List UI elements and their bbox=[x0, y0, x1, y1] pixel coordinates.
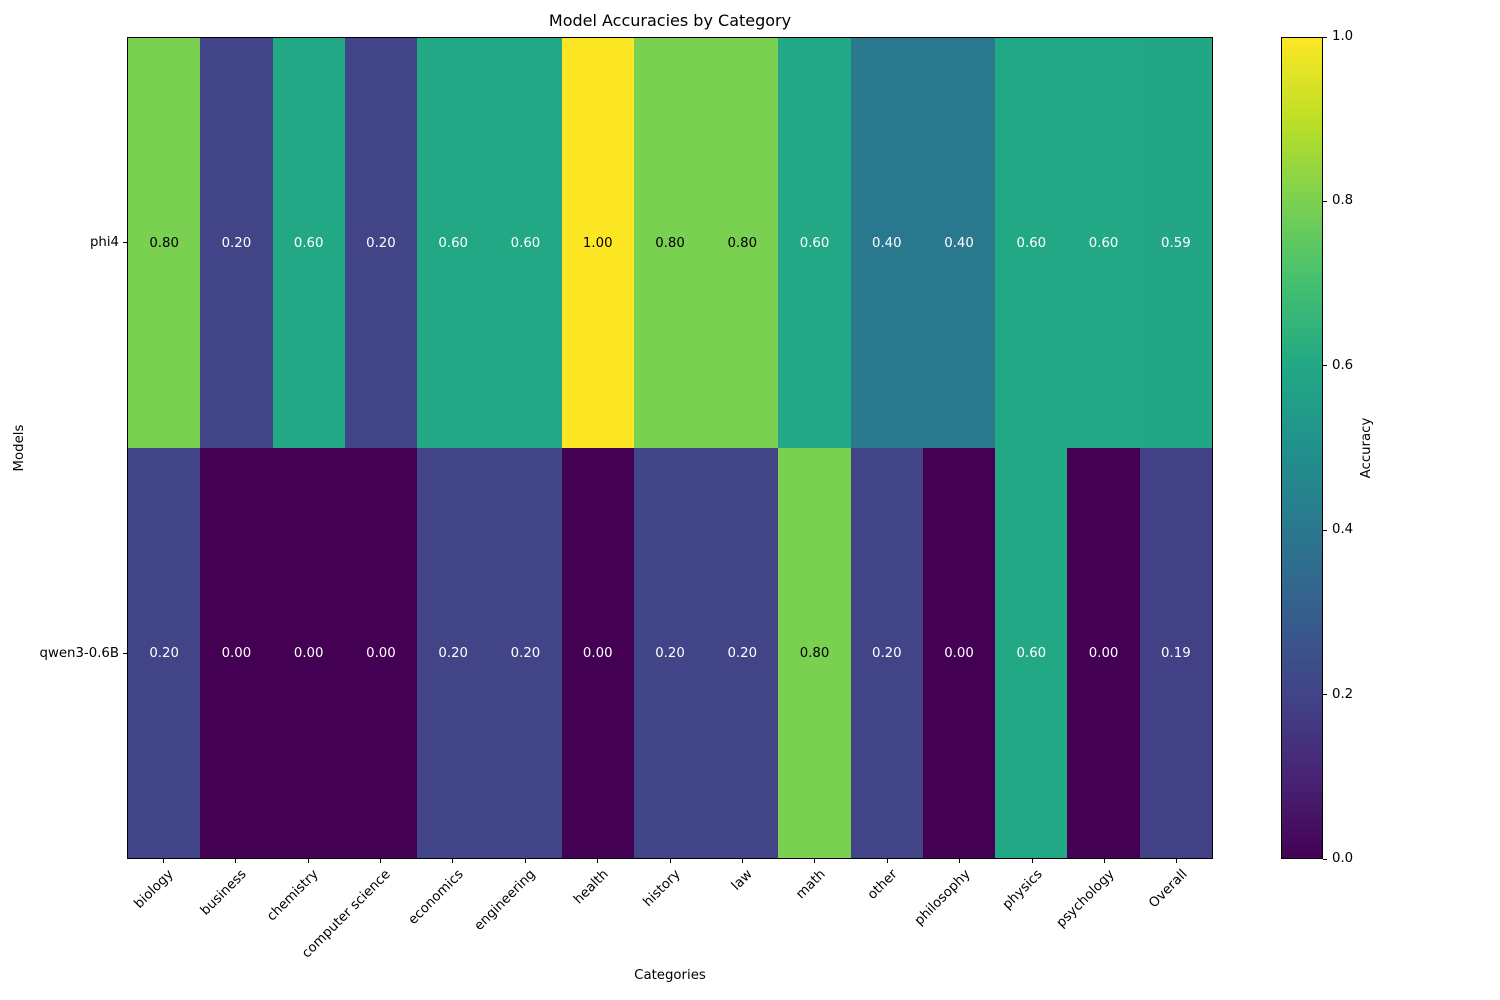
y-tick-label: qwen3-0.6B bbox=[39, 645, 119, 661]
heatmap-cell: 0.20 bbox=[850, 448, 923, 858]
heatmap-cell: 0.40 bbox=[850, 38, 923, 448]
cell-value: 0.20 bbox=[871, 645, 902, 661]
cell-value: 0.00 bbox=[366, 645, 396, 661]
cell-value: 0.59 bbox=[1161, 235, 1191, 251]
heatmap-cell: 0.59 bbox=[1139, 38, 1212, 448]
cell-value: 0.00 bbox=[944, 645, 974, 661]
heatmap-cell: 0.60 bbox=[995, 38, 1068, 448]
cell-value: 0.20 bbox=[149, 645, 179, 661]
cell-value: 0.20 bbox=[438, 645, 468, 661]
x-tick bbox=[162, 859, 164, 863]
heatmap-cell: 0.80 bbox=[128, 38, 201, 448]
y-tick bbox=[123, 653, 127, 654]
colorbar-tick bbox=[1323, 365, 1327, 367]
x-tick bbox=[307, 859, 309, 863]
colorbar-label: Accuracy bbox=[1359, 417, 1374, 479]
x-tick bbox=[235, 859, 237, 863]
cell-value: 0.20 bbox=[655, 645, 685, 661]
x-tick bbox=[1103, 859, 1105, 863]
cell-value: 0.20 bbox=[510, 645, 541, 661]
x-tick bbox=[1031, 859, 1033, 863]
heatmap-cell: 0.20 bbox=[344, 38, 418, 448]
chart-title: Model Accuracies by Category bbox=[548, 11, 792, 30]
colorbar-tick bbox=[1323, 36, 1327, 38]
cell-value: 0.60 bbox=[438, 235, 468, 251]
x-tick bbox=[452, 859, 454, 863]
heatmap-cell: 1.00 bbox=[561, 38, 634, 448]
colorbar-tick-label: 0.2 bbox=[1332, 686, 1354, 702]
heatmap-plot-area: 0.80 0.20 0.60 0.20 0.60 0.60 1.00 0.80 0.80 0.60… bbox=[127, 37, 1213, 859]
colorbar-tick bbox=[1323, 200, 1327, 202]
colorbar-tick-label: 0.0 bbox=[1332, 851, 1354, 866]
heatmap-cell: 0.60 bbox=[417, 38, 490, 448]
x-tick bbox=[1176, 859, 1178, 863]
cell-value: 0.00 bbox=[582, 645, 613, 661]
heatmap-cell: 0.00 bbox=[272, 448, 345, 858]
cell-value: 1.00 bbox=[582, 235, 613, 251]
colorbar-tick bbox=[1323, 529, 1327, 531]
x-tick bbox=[669, 859, 671, 863]
x-axis-label: Categories bbox=[634, 968, 706, 983]
heatmap-cell: 0.00 bbox=[922, 448, 996, 858]
heatmap-cell: 0.40 bbox=[922, 38, 996, 448]
heatmap-cell: 0.20 bbox=[417, 448, 490, 858]
cell-value: 0.60 bbox=[510, 235, 541, 251]
heatmap-cell: 0.00 bbox=[1067, 448, 1140, 858]
colorbar bbox=[1281, 37, 1323, 859]
heatmap-cell: 0.19 bbox=[1139, 448, 1212, 858]
colorbar-tick bbox=[1323, 858, 1327, 860]
heatmap-cell: 0.80 bbox=[778, 448, 851, 858]
heatmap-cell: 0.00 bbox=[344, 448, 418, 858]
cell-value: 0.80 bbox=[727, 235, 758, 251]
cell-value: 0.60 bbox=[1088, 235, 1119, 251]
x-tick bbox=[814, 859, 816, 863]
cell-value: 0.40 bbox=[944, 235, 974, 251]
cell-value: 0.20 bbox=[366, 235, 396, 251]
y-tick bbox=[123, 242, 127, 243]
cell-value: 0.60 bbox=[1016, 645, 1047, 661]
cell-value: 0.00 bbox=[221, 645, 252, 661]
heatmap-cell: 0.60 bbox=[995, 448, 1068, 858]
y-axis-label: Models bbox=[12, 424, 27, 472]
x-tick bbox=[379, 859, 381, 863]
heatmap-cell: 0.20 bbox=[706, 448, 779, 858]
heatmap-cell: 0.60 bbox=[489, 38, 562, 448]
colorbar-tick bbox=[1323, 694, 1327, 696]
x-tick bbox=[524, 859, 526, 863]
cell-value: 0.19 bbox=[1161, 645, 1191, 661]
colorbar-tick-label: 1.0 bbox=[1332, 29, 1354, 44]
cell-value: 0.60 bbox=[799, 235, 830, 251]
cell-value: 0.60 bbox=[1016, 235, 1047, 251]
heatmap-cell: 0.60 bbox=[778, 38, 851, 448]
heatmap-cell: 0.20 bbox=[489, 448, 562, 858]
cell-value: 0.80 bbox=[149, 235, 179, 251]
cell-value: 0.00 bbox=[1088, 645, 1119, 661]
cell-value: 0.80 bbox=[799, 645, 830, 661]
colorbar-tick-label: 0.4 bbox=[1332, 522, 1354, 538]
x-tick bbox=[886, 859, 888, 863]
colorbar-tick-label: 0.8 bbox=[1332, 193, 1354, 209]
heatmap-cell: 0.00 bbox=[200, 448, 273, 858]
cell-value: 0.60 bbox=[293, 235, 324, 251]
heatmap-cell: 0.60 bbox=[272, 38, 345, 448]
x-tick bbox=[597, 859, 599, 863]
heatmap-cell: 0.20 bbox=[200, 38, 273, 448]
x-tick bbox=[959, 859, 961, 863]
heatmap-cell: 0.80 bbox=[706, 38, 779, 448]
colorbar-tick-label: 0.6 bbox=[1332, 357, 1354, 373]
cell-value: 0.20 bbox=[727, 645, 758, 661]
heatmap-cell: 0.60 bbox=[1067, 38, 1140, 448]
cell-value: 0.00 bbox=[293, 645, 324, 661]
heatmap-cell: 0.00 bbox=[561, 448, 634, 858]
heatmap-cell: 0.80 bbox=[633, 38, 707, 448]
cell-value: 0.20 bbox=[221, 235, 252, 251]
cell-value: 0.80 bbox=[655, 235, 685, 251]
x-tick bbox=[741, 859, 743, 863]
cell-value: 0.40 bbox=[871, 235, 902, 251]
heatmap-cell: 0.20 bbox=[633, 448, 707, 858]
y-tick-label: phi4 bbox=[89, 234, 119, 250]
heatmap-cell: 0.20 bbox=[128, 448, 201, 858]
